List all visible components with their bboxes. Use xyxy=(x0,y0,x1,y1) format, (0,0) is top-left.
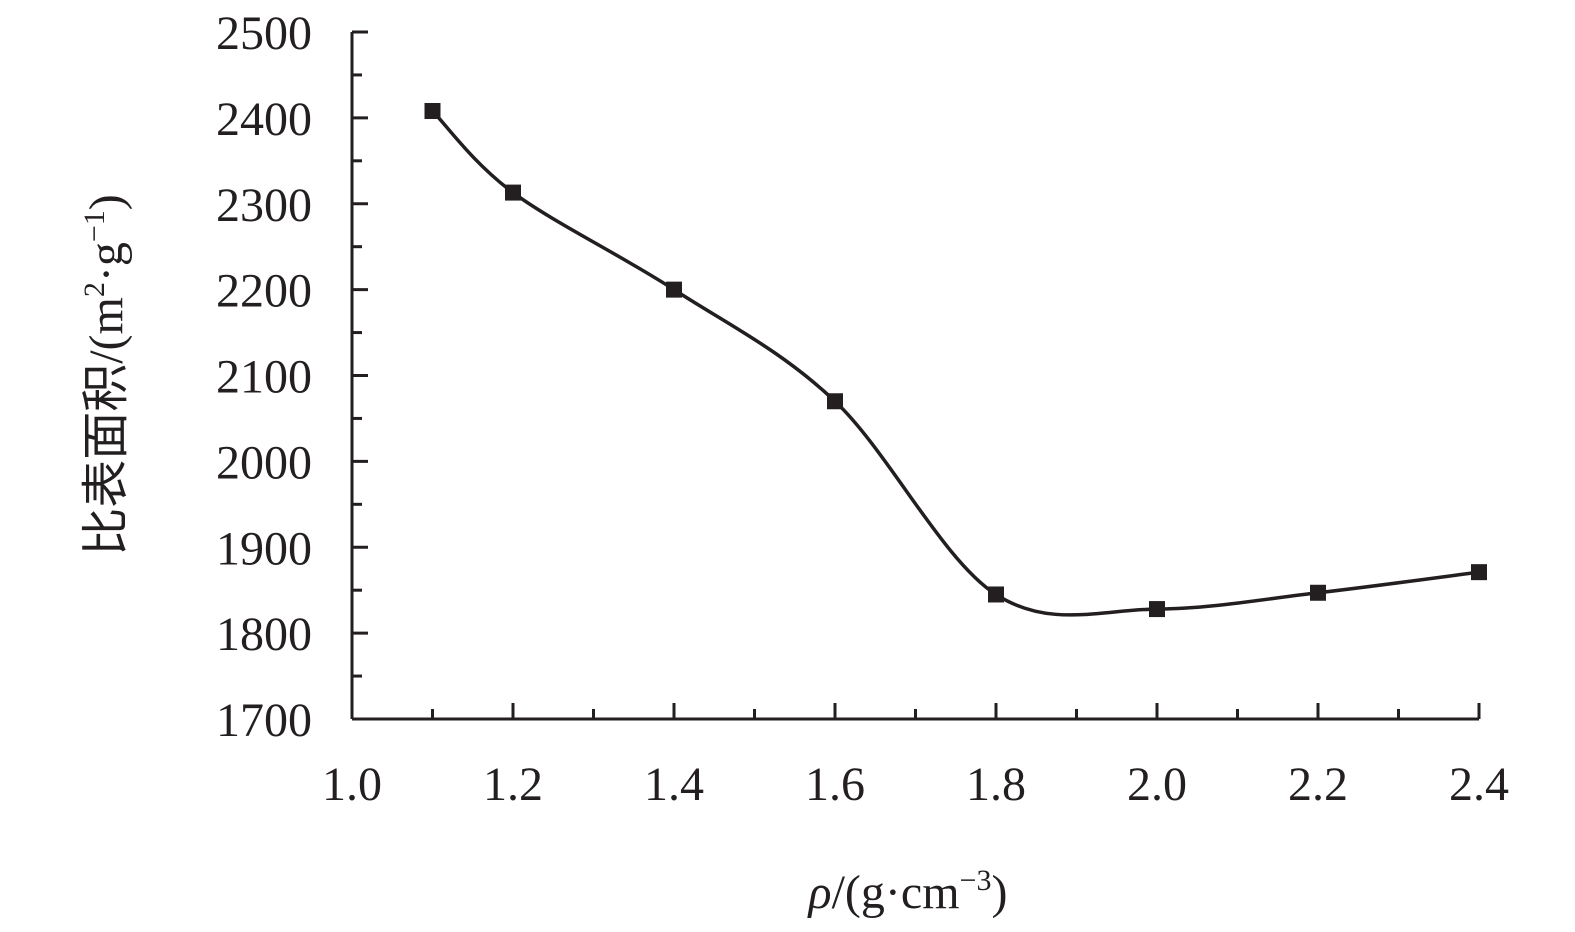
y-tick-label: 1700 xyxy=(216,694,312,747)
y-tick-label: 2300 xyxy=(216,179,312,232)
x-tick-label: 2.2 xyxy=(1288,758,1348,811)
data-point-marker xyxy=(424,103,441,120)
data-point-marker xyxy=(988,586,1004,603)
y-tick-label: 2100 xyxy=(216,351,312,404)
y-tick-label: 2400 xyxy=(216,93,312,146)
y-tick-label: 2500 xyxy=(216,7,312,60)
y-tick-label: 1800 xyxy=(216,608,312,661)
x-tick-label: 1.8 xyxy=(966,758,1026,811)
data-point-marker xyxy=(505,184,521,201)
x-axis: 1.0 1.2 1.4 1.6 1.8 2.0 2.2 2.4 xyxy=(322,703,1509,811)
data-point-marker xyxy=(1149,601,1165,618)
y-tick-label: 2200 xyxy=(216,265,312,318)
y-tick-label: 2000 xyxy=(216,436,312,489)
y-axis-title: 比表面积/(m2·g−1) xyxy=(78,194,133,556)
data-point-marker xyxy=(666,281,682,298)
series xyxy=(424,103,1487,618)
x-tick-label: 2.4 xyxy=(1449,758,1509,811)
x-tick-label: 1.0 xyxy=(322,758,382,811)
x-tick-label: 2.0 xyxy=(1127,758,1187,811)
x-tick-label: 1.4 xyxy=(644,758,704,811)
y-axis: 1700 1800 1900 2000 2100 2200 2300 2400 2500 xyxy=(216,7,368,747)
data-point-marker xyxy=(827,393,843,410)
y-tick-label: 1900 xyxy=(216,522,312,575)
x-tick-label: 1.6 xyxy=(805,758,865,811)
data-point-marker xyxy=(1310,584,1326,601)
data-point-marker xyxy=(1471,564,1487,581)
series-line xyxy=(431,109,1480,617)
x-tick-label: 1.2 xyxy=(483,758,543,811)
x-axis-title: ρ/(g·cm−3) xyxy=(807,864,1008,919)
